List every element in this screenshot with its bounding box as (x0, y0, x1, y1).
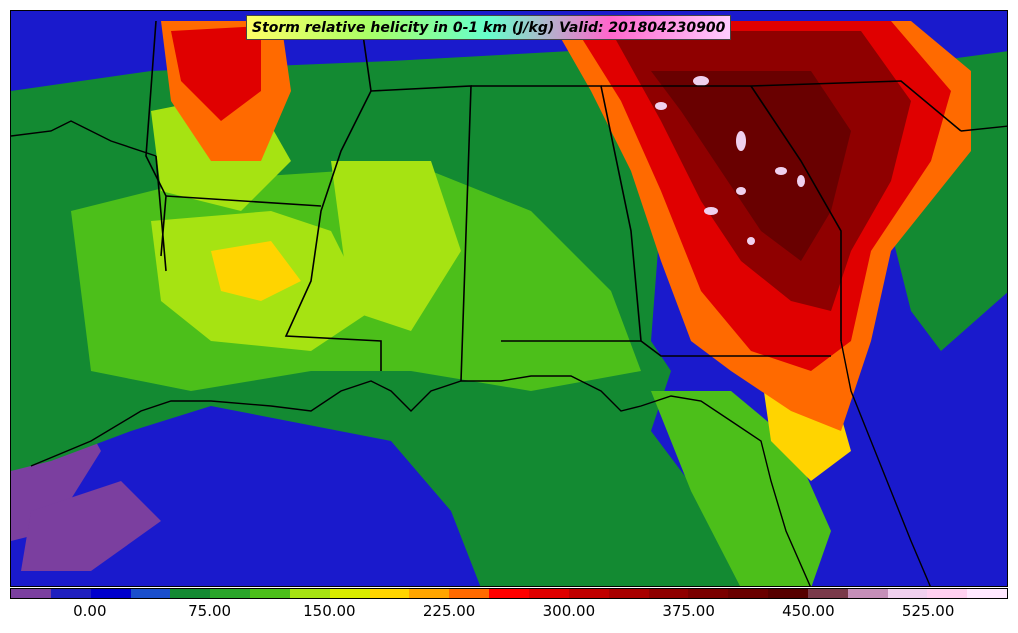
negative-helicity-area (21, 481, 161, 571)
colorbar-segment (329, 589, 370, 598)
colorbar-tick-label: 375.00 (662, 602, 715, 620)
colorbar-tick-label: 75.00 (188, 602, 232, 620)
colorbar-segment (489, 589, 529, 598)
colorbar-segment (728, 589, 769, 598)
colorbar-segment (449, 589, 490, 598)
colorbar-segment (967, 589, 1008, 598)
colorbar-tick-label: 150.00 (303, 602, 356, 620)
colorbar-segment (568, 589, 609, 598)
colorbar-segment (130, 589, 171, 598)
colorbar-segment (768, 589, 808, 598)
colorbar-segment (528, 589, 569, 598)
colorbar-tick-label: 450.00 (782, 602, 835, 620)
colorbar-segment (887, 589, 928, 598)
colorbar-tick-label: 525.00 (901, 602, 955, 620)
colorbar-segment (927, 589, 968, 598)
colorbar-tick-label: 0.00 (73, 602, 107, 620)
high-helicity-area (171, 26, 261, 121)
colorbar-segment (250, 589, 290, 598)
extreme-helicity-area (651, 71, 851, 261)
colorbar-segment (170, 589, 211, 598)
colorbar-segment (289, 589, 330, 598)
colorbar-segment (50, 589, 91, 598)
map-title: Storm relative helicity in 0-1 km (J/kg)… (246, 15, 732, 40)
colorbar-segment (608, 589, 649, 598)
helicity-map (11, 11, 1007, 586)
high-helicity-area (211, 241, 301, 301)
colorbar-segment (369, 589, 410, 598)
state-borders (145, 20, 962, 382)
colorbar-segment (688, 589, 729, 598)
colorbar (10, 588, 1008, 599)
colorbar-segment (409, 589, 450, 598)
extreme-helicity-spots (655, 76, 805, 245)
colorbar-segment (90, 589, 131, 598)
colorbar-segment (11, 589, 51, 598)
coastlines (11, 120, 1007, 586)
elevated-helicity-area (331, 161, 461, 331)
colorbar-segment (807, 589, 848, 598)
colorbar-tick-label: 300.00 (542, 602, 596, 620)
colorbar-segment (210, 589, 251, 598)
colorbar-tick-label: 225.00 (422, 602, 476, 620)
map-frame (10, 10, 1008, 587)
colorbar-tick-labels: 0.00 75.00 150.00 225.00 300.00 375.00 450.00 5… (10, 602, 1008, 622)
colorbar-segment (648, 589, 689, 598)
colorbar-segment (847, 589, 888, 598)
